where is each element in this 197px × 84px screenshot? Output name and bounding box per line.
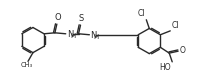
Text: S: S xyxy=(79,14,84,23)
Text: Cl: Cl xyxy=(138,9,145,18)
Text: HO: HO xyxy=(160,63,171,72)
Text: CH₃: CH₃ xyxy=(21,62,33,68)
Text: H: H xyxy=(94,34,99,40)
Text: N: N xyxy=(67,30,73,39)
Text: O: O xyxy=(180,46,185,55)
Text: O: O xyxy=(55,13,61,22)
Text: Cl: Cl xyxy=(171,21,179,30)
Text: H: H xyxy=(70,33,75,39)
Text: N: N xyxy=(90,31,97,40)
